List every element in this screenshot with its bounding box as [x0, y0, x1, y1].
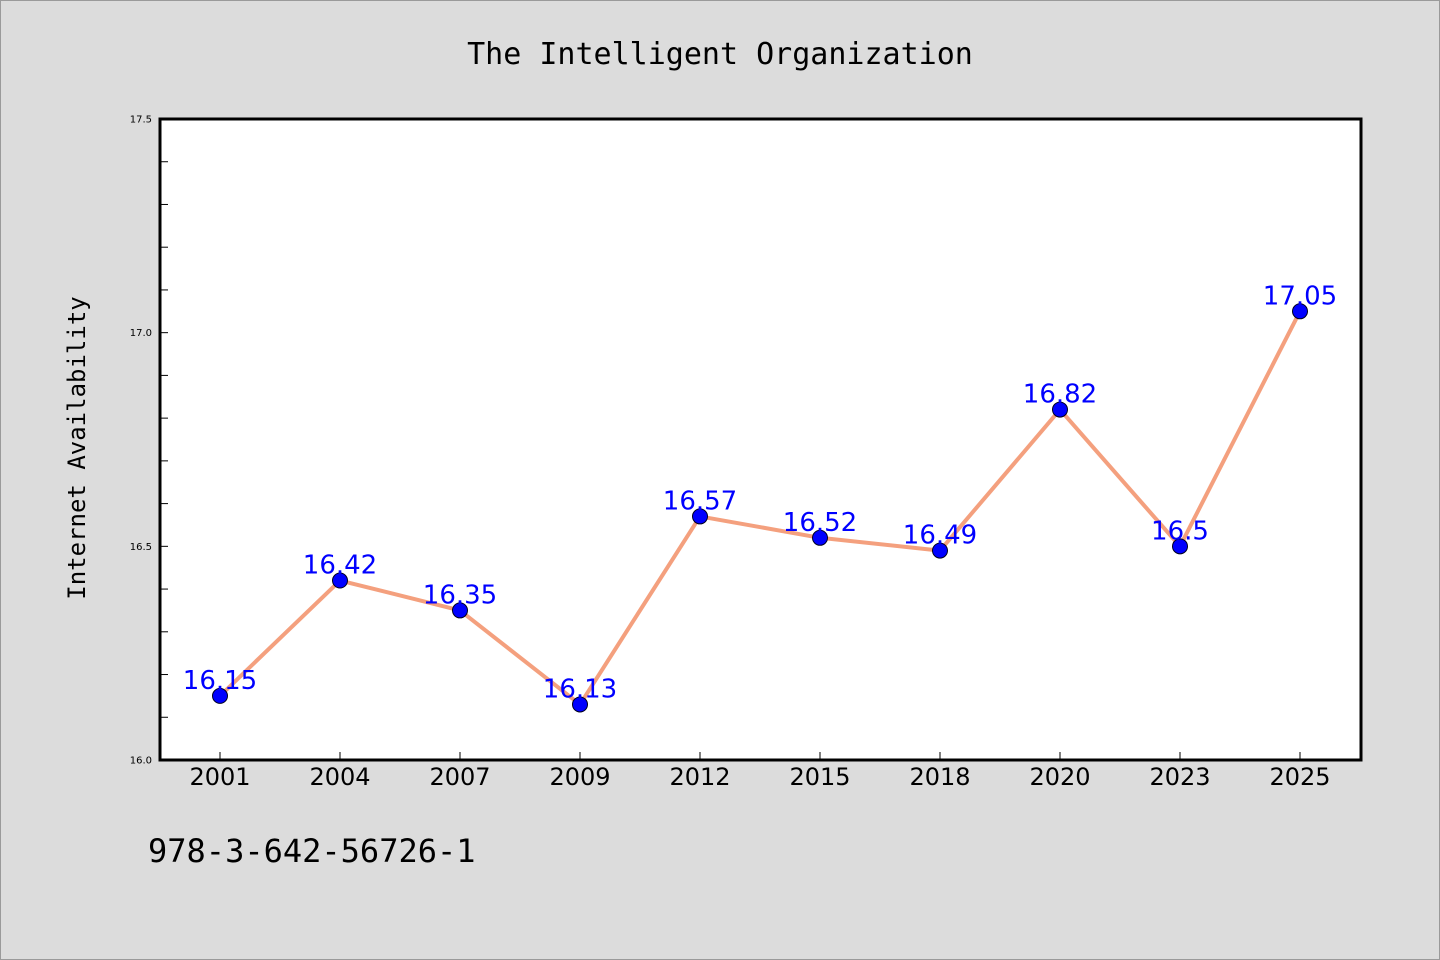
x-tick-label: 2020 — [1029, 763, 1090, 791]
plot-area — [160, 119, 1361, 760]
x-tick-label: 2023 — [1149, 763, 1210, 791]
data-point-marker — [332, 572, 348, 589]
data-point-marker — [1172, 538, 1188, 555]
data-label: 16.52 — [783, 508, 857, 538]
x-tick-label: 2007 — [429, 763, 490, 791]
chart-title: The Intelligent Organization — [467, 37, 973, 72]
y-axis-label: Internet Availability — [63, 296, 91, 599]
data-label: 16.49 — [903, 521, 977, 551]
data-label: 16.82 — [1023, 380, 1097, 410]
data-point-marker — [1052, 401, 1068, 418]
y-tick-label: 16.0 — [130, 756, 152, 767]
series-line-group: 16.15 16.42 16.35 16.13 16.57 16.52 16.49 16.82… — [183, 281, 1337, 713]
x-tick-label: 2025 — [1269, 763, 1330, 791]
x-tick-label: 2018 — [909, 763, 970, 791]
data-label: 16.15 — [183, 666, 257, 696]
y-tick-label: 17.0 — [130, 328, 152, 339]
axis-ticks: 16.0 16.5 17.0 17.5 2001 2004 2007 2009 2012 2015… — [130, 115, 1331, 792]
data-label: 16.35 — [423, 580, 497, 610]
data-label: 16.42 — [303, 551, 377, 581]
plot-border — [158, 117, 1363, 762]
data-point-marker — [692, 508, 708, 525]
x-tick-label: 2012 — [669, 763, 730, 791]
x-tick-label: 2015 — [789, 763, 850, 791]
data-label: 17.05 — [1263, 281, 1337, 311]
data-point-marker — [812, 529, 828, 546]
data-point-marker — [452, 602, 468, 619]
data-point-marker — [1292, 303, 1308, 320]
data-label: 16.5 — [1151, 516, 1209, 546]
data-point-marker — [932, 542, 948, 559]
series-line — [218, 310, 1302, 707]
isbn-code: 978-3-642-56726-1 — [148, 832, 476, 870]
data-point-marker — [572, 696, 588, 713]
x-tick-label: 2009 — [549, 763, 610, 791]
x-tick-label: 2004 — [309, 763, 370, 791]
x-tick-label: 2001 — [189, 763, 250, 791]
data-label: 16.57 — [663, 486, 737, 516]
y-tick-label: 17.5 — [130, 115, 152, 126]
data-label: 16.13 — [543, 674, 617, 704]
y-tick-label: 16.5 — [130, 542, 152, 553]
data-point-marker — [212, 687, 228, 704]
